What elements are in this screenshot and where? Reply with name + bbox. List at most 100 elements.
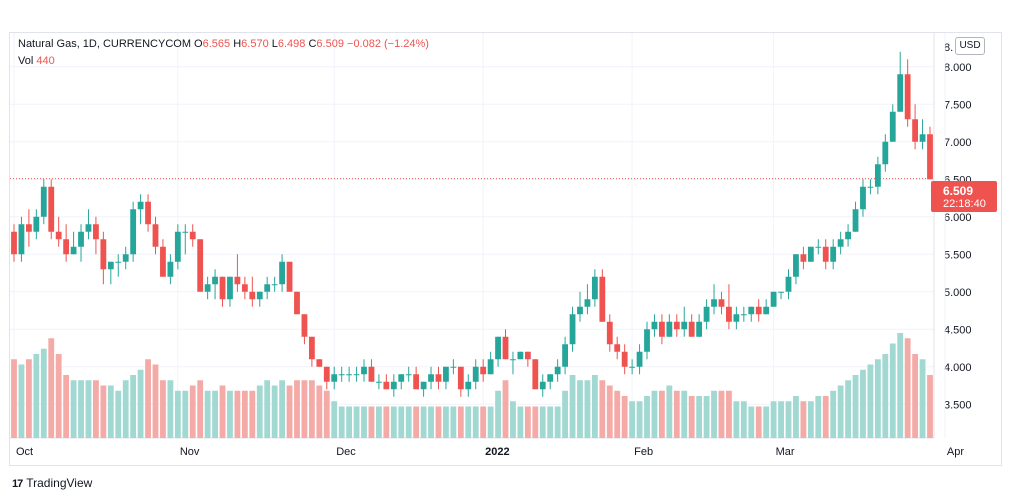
candle-body [70, 246, 77, 255]
candle-body [614, 344, 621, 352]
volume-bar [70, 380, 77, 438]
volume-bar [122, 380, 129, 438]
volume-bar [420, 406, 427, 438]
candle-body [755, 306, 762, 315]
volume-bar [919, 359, 926, 438]
volume-bar [428, 406, 434, 438]
volume-bar [167, 380, 174, 438]
volume-bar [301, 380, 308, 438]
candle-body [673, 321, 680, 330]
tradingview-branding[interactable]: 17 TradingView [12, 476, 92, 490]
volume-bar [93, 380, 99, 438]
candle-body [569, 314, 576, 345]
tradingview-logo-icon: 17 [12, 478, 23, 490]
volume-bar [524, 406, 531, 438]
volume-bar [577, 380, 583, 438]
volume-bar [435, 406, 442, 438]
volume-bar [569, 375, 576, 438]
candle-body [308, 336, 315, 360]
volume-bar [331, 401, 338, 438]
last-price-value: 6.509 [943, 184, 974, 198]
x-tick-label: Feb [634, 446, 653, 458]
candle-body [130, 209, 137, 255]
x-tick-label: Mar [776, 446, 795, 458]
candle-body [472, 366, 479, 382]
candle-body [249, 291, 256, 300]
candle-body [93, 224, 99, 240]
volume-bar [368, 406, 375, 438]
candle-body [197, 239, 204, 292]
volume-bar [852, 375, 859, 438]
candle-body [524, 351, 531, 360]
candle-body [651, 321, 658, 330]
candle-body [718, 299, 725, 307]
volume-bar [793, 396, 799, 438]
candle-body [435, 374, 442, 382]
candle-body [390, 381, 397, 390]
candle-body [584, 299, 591, 307]
volume-bar [33, 354, 40, 438]
y-tick-label: 5.000 [944, 287, 972, 299]
candle-body [301, 314, 308, 337]
volume-bar [241, 390, 248, 438]
volume-bar [413, 406, 420, 438]
volume-bar [465, 406, 472, 438]
y-tick-label: 4.500 [944, 324, 972, 336]
candle-body [227, 276, 233, 300]
candle-body [770, 291, 777, 307]
candle-body [152, 224, 159, 247]
y-tick-label: 7.000 [944, 137, 972, 149]
candle-body [539, 381, 546, 390]
volume-bar [666, 385, 673, 438]
volume-bar [711, 390, 717, 438]
volume-bar [636, 401, 643, 438]
candle-body [681, 321, 688, 330]
x-tick-label: Dec [336, 446, 356, 458]
volume-bar [137, 369, 144, 438]
candle-body [174, 231, 181, 262]
candle-body [644, 329, 650, 352]
candle-body [510, 359, 516, 361]
candle-body [621, 351, 628, 367]
candle-body [11, 231, 17, 255]
candle-body [807, 246, 814, 262]
volume-bar [480, 406, 487, 438]
volume-bar [800, 401, 807, 438]
volume-bar [770, 401, 777, 438]
volume-bar [11, 359, 17, 438]
currency-button[interactable]: USD [955, 37, 985, 55]
legend-close-label: C [308, 38, 317, 50]
volume-bar [457, 406, 464, 438]
volume-bar [688, 396, 695, 438]
candle-body [904, 74, 911, 120]
candle-body [688, 321, 695, 337]
volume-bar [882, 354, 889, 438]
volume-bar [629, 401, 636, 438]
candle-body [726, 306, 732, 322]
y-tick-label: 8.000 [944, 62, 972, 74]
x-tick-label: 2022 [485, 446, 509, 458]
legend-vol: 440 [36, 55, 55, 67]
volume-bar [145, 359, 151, 438]
candle-body [182, 231, 189, 233]
volume-bar [815, 396, 822, 438]
candle-body [830, 246, 837, 262]
volume-bar [197, 380, 204, 438]
legend-symbol-line: Natural Gas, 1D, CURRENCYCOM O6.565 H6.5… [18, 38, 429, 50]
legend-symbol: Natural Gas, 1D, CURRENCYCOM [18, 38, 191, 50]
volume-bar [40, 348, 47, 438]
volume-bar [740, 401, 747, 438]
candle-body [562, 344, 568, 367]
candle-body [897, 74, 904, 112]
volume-bar [212, 390, 218, 438]
volume-bar [338, 406, 345, 438]
candle-body [666, 321, 673, 337]
candle-body [532, 359, 539, 390]
candle-body [599, 276, 606, 322]
volume-bar [733, 401, 740, 438]
volume-bar [867, 364, 874, 438]
volume-bar [658, 390, 665, 438]
candle-body [748, 306, 755, 315]
chart-frame[interactable] [9, 32, 1002, 466]
